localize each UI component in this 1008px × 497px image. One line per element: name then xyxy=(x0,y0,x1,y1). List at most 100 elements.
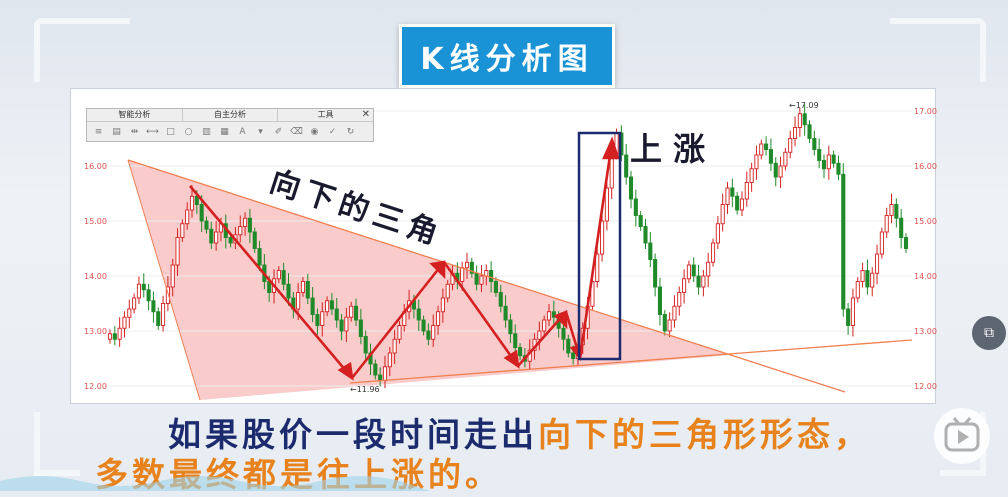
candle-body xyxy=(667,319,672,332)
candle-body xyxy=(889,204,894,216)
tab-smart-analysis[interactable]: 智能分析 xyxy=(87,109,183,121)
candle-body xyxy=(686,264,691,280)
candle-body xyxy=(281,270,286,285)
candle-body xyxy=(199,204,204,222)
close-icon[interactable]: ✕ xyxy=(361,109,370,120)
candle-body xyxy=(300,281,306,293)
candle-body xyxy=(566,338,571,354)
candle-body xyxy=(489,270,494,282)
toolbar-tool-icon[interactable]: ⟷ xyxy=(146,126,159,137)
candle-body xyxy=(334,308,339,321)
toolbar-tool-icon[interactable]: ▤ xyxy=(112,126,121,137)
toolbar-tool-icon[interactable]: ≡ xyxy=(94,126,103,137)
y-tick-label-right: 13.00 xyxy=(914,327,937,336)
candle-body xyxy=(276,270,281,280)
candle-body xyxy=(662,314,667,332)
candle-body xyxy=(180,223,185,238)
toolbar-tool-icon[interactable]: ✓ xyxy=(328,126,337,137)
candle-body xyxy=(754,154,759,170)
candle-body xyxy=(802,113,807,126)
water-wave-decoration xyxy=(0,476,430,491)
candle-body xyxy=(469,261,474,274)
tab-self-analysis[interactable]: 自主分析 xyxy=(183,109,279,121)
tv-play-icon xyxy=(944,417,980,452)
candle-body xyxy=(435,311,441,326)
toolbar-icon-row: ≡ ▤ ⇹ ⟷ □ ○ ▥ ▦ A ▾ ✐ ⌫ ◉ ✓ ↻ xyxy=(87,122,373,141)
toolbar-tool-icon[interactable]: ◉ xyxy=(310,126,319,137)
rise-label: 上 涨 xyxy=(630,130,705,168)
candle-body xyxy=(879,231,884,255)
candle-body xyxy=(247,217,252,233)
candle-body xyxy=(146,289,151,302)
candle-body xyxy=(117,327,122,340)
screenshot-button[interactable]: ⧉ xyxy=(972,316,1006,350)
candle-body xyxy=(194,195,199,205)
toolbar-tool-icon[interactable]: ▦ xyxy=(220,126,229,137)
y-tick-label-left: 12.00 xyxy=(84,382,107,391)
candle-body xyxy=(715,223,720,244)
candle-body xyxy=(156,311,161,326)
tab-tools[interactable]: 工具 xyxy=(317,110,334,119)
toolbar-tool-icon[interactable]: ⇹ xyxy=(130,126,139,137)
candle-body xyxy=(725,187,730,205)
wave-arrow-4 xyxy=(517,311,567,367)
candle-body xyxy=(826,154,831,170)
candle-body xyxy=(513,333,518,348)
analysis-toolbar: 智能分析 自主分析 工具 ✕ ≡ ▤ ⇹ ⟷ □ ○ ▥ ▦ A ▾ ✐ ⌫ ◉ ✓ ↻ xyxy=(86,108,374,142)
frame-bracket-top-left xyxy=(34,18,130,82)
toolbar-tool-icon[interactable]: □ xyxy=(166,126,175,137)
candle-body xyxy=(542,319,547,332)
y-tick-label-left: 15.00 xyxy=(84,217,107,226)
toolbar-tool-icon[interactable]: ✐ xyxy=(274,126,283,137)
candle-body xyxy=(344,316,349,332)
candle-body xyxy=(315,314,320,326)
candle-body xyxy=(151,300,156,313)
candle-body xyxy=(870,272,875,288)
candle-body xyxy=(508,319,513,335)
frame-bracket-bottom-left xyxy=(34,412,80,476)
candle-body xyxy=(320,311,325,326)
toolbar-tool-icon[interactable]: ▾ xyxy=(258,126,263,137)
candle-body xyxy=(122,316,127,329)
candle-body xyxy=(175,237,180,266)
high-price-label: ←17.09 xyxy=(789,101,819,110)
left-trendline xyxy=(127,159,201,401)
crop-icon: ⧉ xyxy=(984,325,994,341)
candle-body xyxy=(431,325,436,340)
candle-body xyxy=(706,261,711,277)
candle-body xyxy=(440,297,445,313)
candle-body xyxy=(884,215,889,233)
candle-body xyxy=(648,242,653,260)
candle-body xyxy=(112,333,117,340)
toolbar-tool-icon[interactable]: ↻ xyxy=(346,126,355,137)
candle-body xyxy=(865,270,870,288)
wave-arrow-3 xyxy=(442,261,520,367)
candle-body xyxy=(875,253,880,274)
candle-body xyxy=(638,215,643,227)
y-tick-label-right: 17.00 xyxy=(914,107,937,116)
frame-bracket-top-right xyxy=(890,18,986,82)
play-button[interactable] xyxy=(934,408,990,464)
low-price-label: ←11.96 xyxy=(350,385,380,394)
candle-body xyxy=(624,154,629,178)
toolbar-tool-icon[interactable]: A xyxy=(239,126,246,137)
candle-body xyxy=(571,352,576,359)
candle-body xyxy=(701,275,706,288)
candle-body xyxy=(730,187,735,197)
candle-body xyxy=(378,374,383,381)
candle-body xyxy=(373,363,378,376)
toolbar-tool-icon[interactable]: ○ xyxy=(184,126,193,137)
candle-body xyxy=(817,149,822,161)
candle-body xyxy=(325,300,330,313)
toolbar-tool-icon[interactable]: ▥ xyxy=(202,126,211,137)
candle-body xyxy=(633,198,638,216)
wave-arrows xyxy=(189,136,620,381)
y-tick-label-left: 14.00 xyxy=(84,272,107,281)
candle-body xyxy=(329,300,334,310)
candle-body xyxy=(764,143,769,150)
toolbar-tool-icon[interactable]: ⌫ xyxy=(290,126,303,137)
candle-body xyxy=(860,270,865,282)
candle-body xyxy=(677,292,682,307)
candle-body xyxy=(252,231,257,249)
candle-body xyxy=(773,162,778,178)
